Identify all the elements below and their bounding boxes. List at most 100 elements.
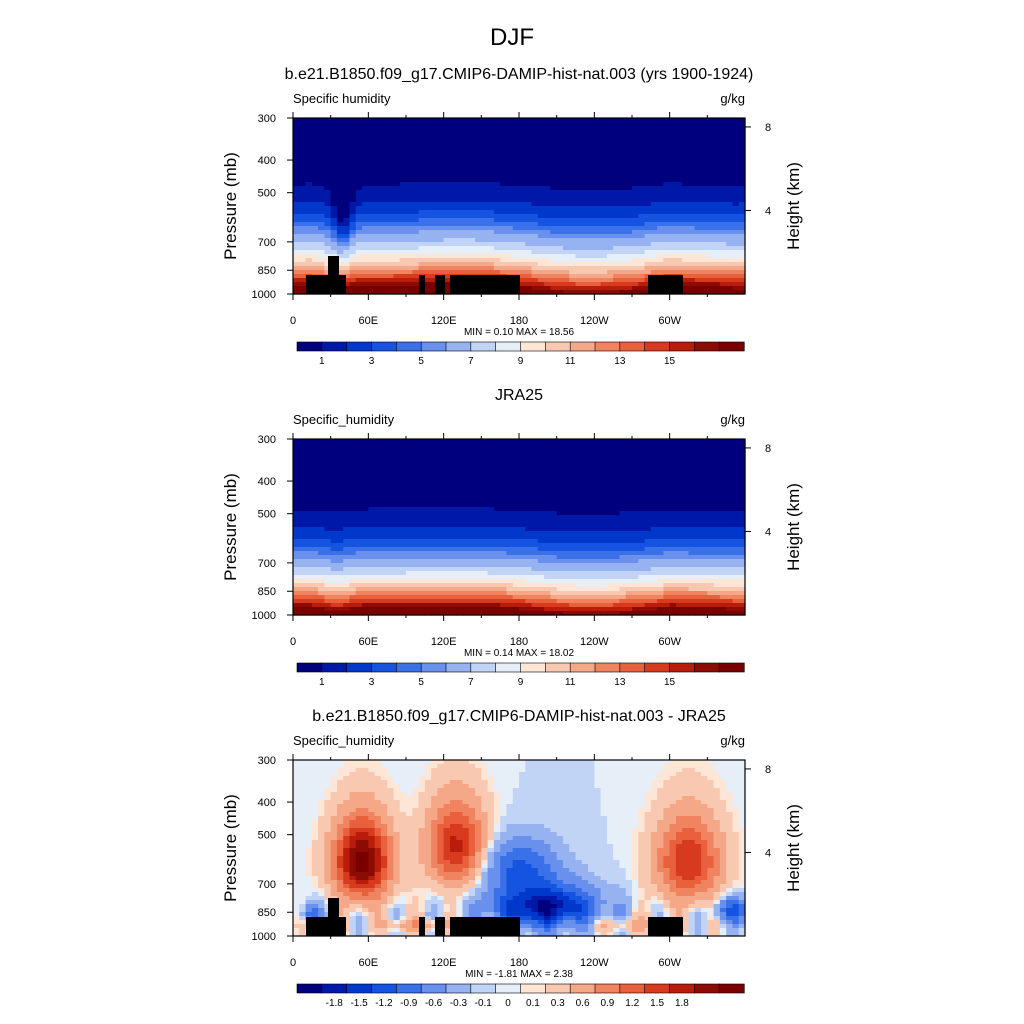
colorbar-label: -1.5 [350, 998, 368, 1009]
colorbar-box [520, 983, 546, 994]
colorbar-label: -0.9 [400, 998, 418, 1009]
panel-title: b.e21.B1850.f09_g17.CMIP6-DAMIP-hist-nat… [285, 66, 754, 83]
variable-label: Specific_humidity [293, 412, 395, 427]
y-tick-label: 1000 [252, 289, 276, 301]
topography-block [648, 917, 683, 936]
colorbar-box [594, 341, 621, 352]
topography-block [306, 917, 346, 936]
y2-axis-label: Height (km) [784, 804, 803, 892]
colorbar-box [470, 341, 497, 352]
colorbar-box [470, 983, 497, 994]
x-tick-label: 60W [658, 315, 681, 327]
colorbar-box [694, 662, 720, 673]
colorbar-label: 15 [664, 677, 676, 688]
colorbar-label: 7 [468, 356, 474, 367]
colorbar-box [371, 341, 397, 352]
colorbar-box [321, 983, 348, 994]
min-max-stats: MIN = -1.81 MAX = 2.38 [465, 969, 573, 980]
y2-axis-label: Height (km) [784, 162, 803, 250]
colorbar-label: -0.6 [425, 998, 443, 1009]
colorbar-box [445, 983, 472, 994]
colorbar-box [321, 662, 348, 673]
contour-field [293, 760, 746, 937]
colorbar-label: 1.8 [675, 998, 689, 1009]
min-max-stats: MIN = 0.10 MAX = 18.56 [464, 327, 574, 338]
colorbar-label: 9 [518, 356, 524, 367]
colorbar-box [644, 662, 671, 673]
colorbar-label: -1.2 [375, 998, 393, 1009]
y2-tick-label: 8 [765, 122, 771, 134]
colorbar-box [718, 983, 745, 994]
colorbar-label: 11 [565, 356, 576, 367]
colorbar-box [545, 341, 571, 352]
colorbar-label: 5 [418, 677, 424, 688]
x-tick-label: 60E [359, 957, 379, 969]
panel-title: JRA25 [495, 387, 543, 404]
y-tick-label: 850 [258, 907, 276, 919]
colorbar-box [520, 341, 546, 352]
colorbar-label: -1.8 [326, 998, 344, 1009]
colorbar-box [669, 341, 695, 352]
y-tick-label: 400 [258, 797, 276, 809]
colorbar-box [569, 341, 596, 352]
colorbar-box [545, 983, 571, 994]
colorbar-label: 0.9 [600, 998, 614, 1009]
units-label: g/kg [720, 733, 745, 748]
y-axis-label: Pressure (mb) [221, 794, 240, 902]
y-tick-label: 300 [258, 434, 276, 446]
y-tick-label: 300 [258, 113, 276, 125]
colorbar-box [495, 983, 522, 994]
y2-tick-label: 8 [765, 764, 771, 776]
colorbar-box [420, 341, 447, 352]
colorbar-box [644, 341, 671, 352]
topography-mask [306, 898, 683, 936]
colorbar-box [495, 341, 522, 352]
colorbar-box [644, 983, 671, 994]
colorbar-label: 0.1 [526, 998, 540, 1009]
y2-tick-label: 4 [765, 205, 771, 217]
colorbar-label: 11 [565, 677, 576, 688]
topography-block [450, 275, 520, 294]
colorbar-label: 3 [369, 356, 375, 367]
colorbar-box [694, 983, 720, 994]
y-tick-label: 1000 [252, 931, 276, 943]
y-tick-label: 700 [258, 558, 276, 570]
colorbar-box [346, 341, 373, 352]
colorbar-box [396, 341, 422, 352]
y-tick-label: 850 [258, 586, 276, 598]
variable-label: Specific humidity [293, 91, 391, 106]
x-tick-label: 180 [510, 636, 528, 648]
colorbar-box [396, 662, 422, 673]
colorbar-label: 9 [518, 677, 524, 688]
x-tick-label: 0 [290, 957, 296, 969]
colorbar-label: 13 [614, 356, 626, 367]
colorbar-box [296, 341, 323, 352]
y2-tick-label: 8 [765, 443, 771, 455]
colorbar-box [694, 341, 720, 352]
colorbar-box [619, 662, 646, 673]
colorbar-label: 0 [505, 998, 511, 1009]
colorbar-box [371, 983, 397, 994]
min-max-stats: MIN = 0.14 MAX = 18.02 [464, 648, 574, 659]
x-tick-label: 60E [359, 315, 379, 327]
x-tick-label: 120W [580, 957, 609, 969]
topography-block [648, 275, 683, 294]
y2-axis-label: Height (km) [784, 483, 803, 571]
topography-block [419, 917, 425, 936]
x-tick-label: 120E [431, 957, 457, 969]
topography-block [450, 917, 520, 936]
y2-tick-label: 4 [765, 526, 771, 538]
contour-field [293, 118, 746, 295]
colorbar-box [346, 983, 373, 994]
x-tick-label: 180 [510, 957, 528, 969]
y-tick-label: 500 [258, 830, 276, 842]
colorbar-box [619, 983, 646, 994]
y-tick-label: 700 [258, 879, 276, 891]
colorbar-box [718, 662, 745, 673]
colorbar-label: 1.5 [650, 998, 664, 1009]
x-tick-label: 0 [290, 636, 296, 648]
colorbar-box [545, 662, 571, 673]
colorbar: 1 3 5 7 9 11 13 15 [296, 662, 745, 688]
topography-block [419, 275, 425, 294]
